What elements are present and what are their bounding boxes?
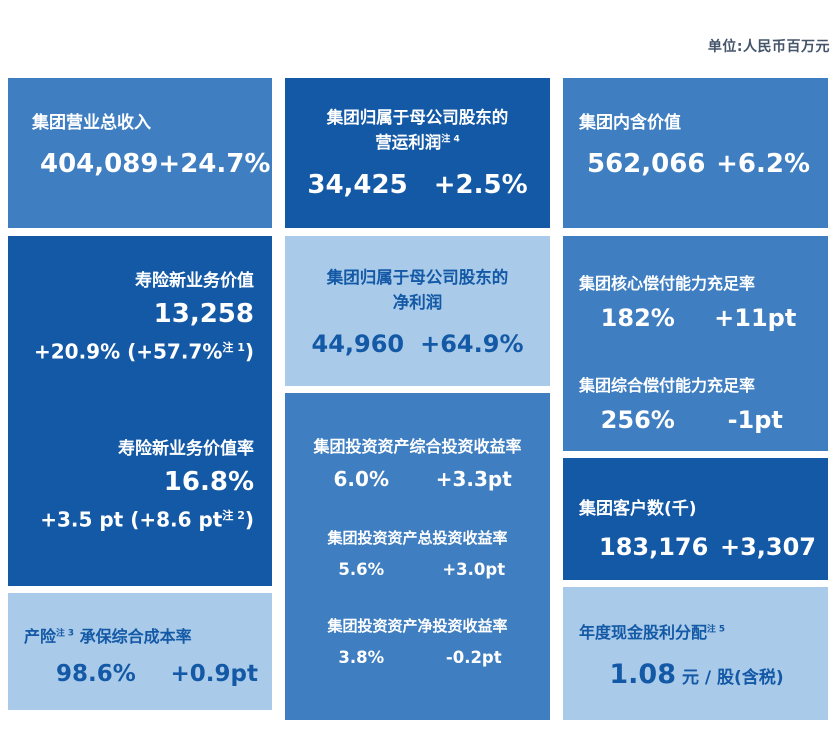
comprehensive-yield-group: 集团投资资产综合投资收益率 6.0% +3.3pt [305, 433, 530, 491]
metric-value: 98.6% [56, 661, 136, 687]
metric-value: 5.6% [338, 560, 385, 579]
label-line2: 净利润 [392, 292, 443, 312]
metric-value: 34,425 [307, 169, 408, 200]
label-line2: 营运利润注 4 [295, 131, 540, 156]
metric-value: 6.0% [333, 467, 389, 491]
metric-value-row: 183,176 +3,307 [579, 533, 816, 561]
metric-value: 404,089 [40, 149, 159, 179]
tile-pc-combined-ratio: 产险注 3 承保综合成本率 98.6% +0.9pt [8, 593, 272, 710]
footnote-ref: 注 3 [56, 628, 74, 639]
label-text: 产险 [24, 627, 57, 646]
tile-net-profit: 集团归属于母公司股东的 净利润 44,960 +64.9% [285, 236, 550, 386]
metric-value: 16.8% [163, 466, 254, 497]
metric-delta: +3,307 [719, 533, 816, 561]
tile-solvency-ratios: 集团核心偿付能力充足率 182% +11pt 集团综合偿付能力充足率 256% … [563, 236, 828, 451]
metric-label: 集团客户数(千) [579, 499, 697, 519]
metric-delta: +2.5% [433, 169, 528, 200]
metric-value: 3.8% [338, 648, 385, 667]
metric-label: 产险注 3 承保综合成本率 [24, 623, 258, 647]
delta-text: +3.5 pt (+8.6 pt [40, 507, 223, 532]
metric-delta: +0.9pt [170, 661, 258, 687]
metric-value-row: 98.6% +0.9pt [24, 661, 258, 687]
label-line1: 集团归属于母公司股东的 [326, 268, 509, 287]
metric-label: 集团归属于母公司股东的 净利润 [295, 266, 540, 316]
metric-delta: +6.2% [716, 149, 810, 179]
metric-label: 集团投资资产综合投资收益率 [313, 437, 522, 456]
metric-delta: +3.3pt [435, 467, 512, 491]
label-text: 营运利润 [375, 132, 442, 152]
nbv-margin-group: 寿险新业务价值率 16.8% +3.5 pt (+8.6 pt注 2) [8, 434, 254, 532]
metric-value-row: 34,425 +2.5% [295, 170, 540, 200]
metric-value-row: 44,960 +64.9% [295, 330, 540, 358]
tile-life-nbv: 寿险新业务价值 13,258 +20.9% (+57.7%注 1) 寿险新业务价… [8, 236, 272, 586]
footnote-ref: 注 1 [222, 341, 245, 354]
metric-delta: -1pt [727, 406, 783, 434]
metric-label: 年度现金股利分配注 5 [579, 619, 814, 643]
metric-delta: -0.2pt [445, 648, 502, 667]
tile-investment-yields: 集团投资资产综合投资收益率 6.0% +3.3pt 集团投资资产总投资收益率 5… [285, 393, 550, 720]
metric-delta: +20.9% (+57.7%注 1) [8, 339, 254, 364]
metric-value: 1.08 [609, 659, 677, 690]
metric-label: 集团投资资产总投资收益率 [327, 529, 508, 547]
tile-operating-profit: 集团归属于母公司股东的 营运利润注 4 34,425 +2.5% [285, 78, 550, 228]
metric-value: 183,176 [599, 533, 709, 561]
unit-label: 单位:人民币百万元 [707, 39, 830, 55]
metric-label: 集团归属于母公司股东的 营运利润注 4 [295, 106, 540, 156]
metric-delta: +24.7% [158, 149, 271, 179]
metric-value: 44,960 [311, 329, 405, 358]
metric-label: 集团综合偿付能力充足率 [579, 376, 756, 395]
label-text: 年度现金股利分配 [579, 623, 708, 642]
label-line1: 集团归属于母公司股东的 [326, 108, 509, 127]
metric-value-row: 5.6% +3.0pt [305, 560, 530, 579]
metric-label: 集团核心偿付能力充足率 [579, 274, 756, 293]
metric-value-row: 182% +11pt [579, 304, 814, 332]
metric-value-row: 1.08 元 / 股(含税) [579, 659, 814, 690]
net-yield-group: 集团投资资产净投资收益率 3.8% -0.2pt [305, 615, 530, 667]
metric-label: 集团内含价值 [579, 113, 681, 133]
footnote-ref: 注 4 [441, 134, 460, 145]
tile-cash-dividend: 年度现金股利分配注 5 1.08 元 / 股(含税) [563, 587, 828, 720]
metric-label: 集团营业总收入 [32, 113, 151, 133]
metric-value: 562,066 [587, 149, 706, 179]
metric-label: 集团投资资产净投资收益率 [327, 617, 508, 635]
delta-text: +20.9% (+57.7% [33, 339, 223, 364]
label-text: 承保综合成本率 [74, 627, 192, 646]
metric-value-row: 6.0% +3.3pt [305, 467, 530, 491]
metric-value-row: 562,066 +6.2% [579, 149, 810, 179]
metric-delta: +3.5 pt (+8.6 pt注 2) [8, 507, 254, 532]
metric-delta: +3.0pt [442, 560, 506, 579]
metric-value: 256% [600, 406, 675, 434]
metric-value: 182% [600, 304, 675, 332]
footnote-ref: 注 5 [707, 624, 725, 635]
metric-label: 寿险新业务价值率 [118, 438, 254, 459]
metric-delta: +64.9% [420, 329, 524, 358]
metric-value: 13,258 [153, 299, 254, 329]
metric-unit: 元 / 股(含税) [682, 668, 784, 688]
metric-value-row: 3.8% -0.2pt [305, 648, 530, 667]
metric-value-row: 256% -1pt [579, 406, 814, 434]
delta-text: ) [244, 339, 254, 364]
tile-embedded-value: 集团内含价值 562,066 +6.2% [563, 78, 828, 228]
metric-value-row: 404,089 +24.7% [32, 149, 270, 179]
footnote-ref: 注 2 [222, 508, 245, 522]
metric-delta: +11pt [714, 304, 797, 332]
metric-label: 寿险新业务价值 [135, 271, 254, 291]
tile-group-revenue: 集团营业总收入 404,089 +24.7% [8, 78, 272, 228]
tile-group-customers: 集团客户数(千) 183,176 +3,307 [563, 458, 828, 580]
total-yield-group: 集团投资资产总投资收益率 5.6% +3.0pt [305, 527, 530, 579]
delta-text: ) [244, 507, 254, 532]
